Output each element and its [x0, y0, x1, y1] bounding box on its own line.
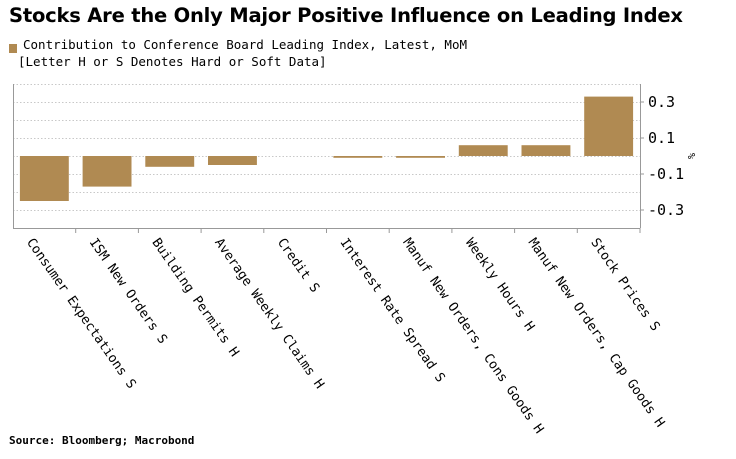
x-tick-label: Credit S — [274, 236, 322, 296]
bar — [584, 96, 634, 156]
bar — [333, 156, 383, 158]
bar — [208, 156, 257, 165]
bar — [396, 156, 445, 158]
y-tick-label: -0.1 — [648, 165, 684, 183]
bar — [82, 156, 132, 187]
y-tick-label: 0.1 — [648, 129, 675, 147]
x-tick-label: Manuf New Orders, Cap Goods H — [525, 236, 667, 431]
y-unit-label: % — [685, 153, 696, 159]
legend-label: Contribution to Conference Board Leading… — [23, 37, 468, 52]
y-tick-label: 0.3 — [648, 93, 675, 111]
x-tick-label: Stock Prices S — [587, 236, 662, 334]
bar — [458, 145, 508, 156]
bars — [19, 96, 634, 201]
source-note: Source: Bloomberg; Macrobond — [9, 434, 195, 447]
x-tick-label: Average Weekly Claims H — [211, 236, 327, 392]
bar — [145, 156, 195, 167]
gridlines — [13, 84, 640, 211]
chart-title: Stocks Are the Only Major Positive Influ… — [9, 4, 683, 27]
x-tick-label: Consumer Expectations S — [23, 236, 139, 392]
x-tick-label: Weekly Hours H — [462, 236, 537, 334]
axes — [13, 84, 644, 233]
x-tick-label: Interest Rate Spread S — [337, 236, 448, 386]
x-tick-label: Manuf New Orders, Cons Goods H — [399, 236, 546, 437]
y-tick-label: -0.3 — [648, 201, 684, 219]
bar — [19, 156, 69, 201]
legend-note: [Letter H or S Denotes Hard or Soft Data… — [18, 54, 327, 69]
legend: Contribution to Conference Board Leading… — [9, 36, 467, 70]
bar — [521, 145, 571, 156]
legend-swatch — [9, 44, 17, 53]
